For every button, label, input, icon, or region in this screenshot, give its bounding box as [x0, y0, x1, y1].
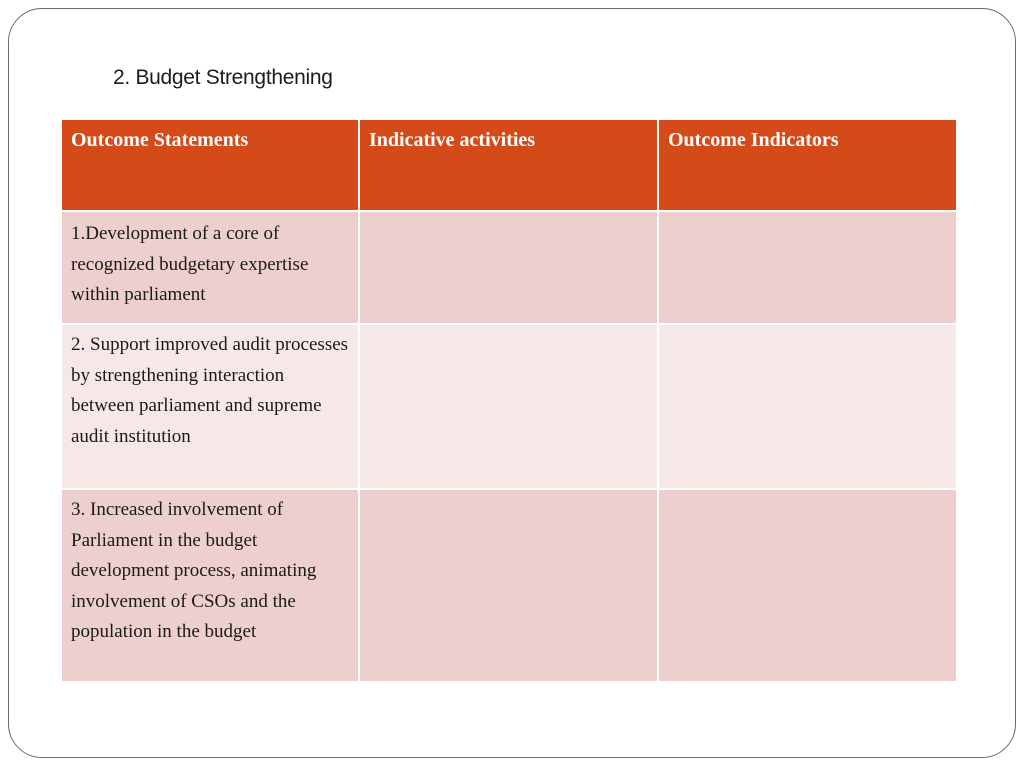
- indicative-activities-cell: [358, 323, 659, 490]
- header-outcome-indicators: Outcome Indicators: [657, 118, 958, 212]
- outcome-indicators-cell: [657, 323, 958, 490]
- outcome-statement-cell: 2. Support improved audit processes by s…: [60, 323, 360, 490]
- header-outcome-statements: Outcome Statements: [60, 118, 360, 212]
- header-indicative-activities: Indicative activities: [358, 118, 659, 212]
- outcome-table: Outcome Statements Indicative activities…: [60, 118, 958, 683]
- table-row: 2. Support improved audit processes by s…: [60, 323, 958, 490]
- slide-title: 2. Budget Strengthening: [113, 66, 333, 89]
- indicative-activities-cell: [358, 488, 659, 683]
- table-row: 3. Increased involvement of Parliament i…: [60, 488, 958, 683]
- table-row: 1.Development of a core of recognized bu…: [60, 210, 958, 325]
- outcome-statement-cell: 1.Development of a core of recognized bu…: [60, 210, 360, 325]
- outcome-indicators-cell: [657, 488, 958, 683]
- outcome-indicators-cell: [657, 210, 958, 325]
- indicative-activities-cell: [358, 210, 659, 325]
- table-header-row: Outcome Statements Indicative activities…: [60, 118, 958, 212]
- outcome-statement-cell: 3. Increased involvement of Parliament i…: [60, 488, 360, 683]
